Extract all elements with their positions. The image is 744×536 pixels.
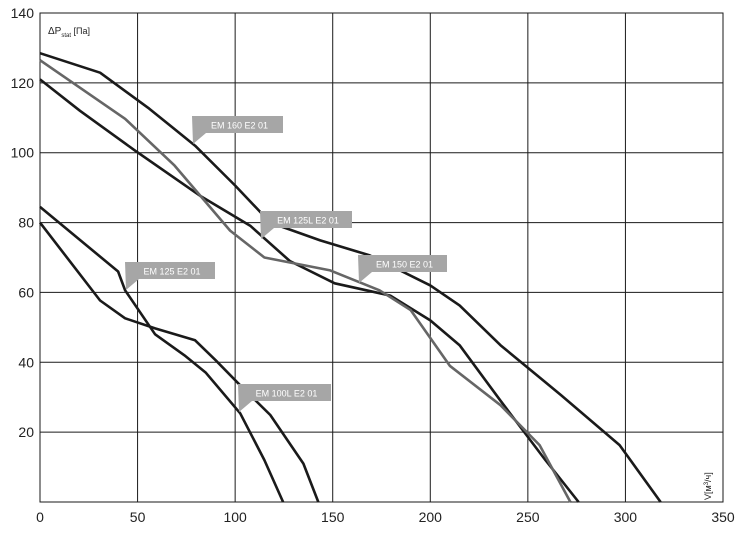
callout xyxy=(192,116,283,144)
series-line xyxy=(39,205,285,503)
callout-label: EM 150 E2 01 xyxy=(376,260,433,270)
y-tick-label: 100 xyxy=(11,145,35,161)
plot-frame xyxy=(39,12,724,503)
callout-label: EM 160 E2 01 xyxy=(211,121,268,131)
series-line xyxy=(39,51,662,503)
y-tick-label: 40 xyxy=(18,354,34,370)
x-tick-label: 100 xyxy=(223,509,247,525)
callout xyxy=(125,262,215,290)
y-tick-label: 120 xyxy=(11,75,35,91)
callout xyxy=(238,384,331,412)
callout xyxy=(358,255,447,283)
x-tick-label: 250 xyxy=(516,509,540,525)
y-tick-label: 80 xyxy=(18,215,34,231)
callout-label: EM 100L E2 01 xyxy=(256,389,318,399)
x-axis-label: V[м3/ч] xyxy=(703,472,713,500)
series-line xyxy=(39,59,572,503)
y-tick-label: 60 xyxy=(18,284,34,300)
callout-label: EM 125 E2 01 xyxy=(143,267,200,277)
y-axis-label: ΔPstat [Па] xyxy=(48,26,90,39)
callout-label: EM 125L E2 01 xyxy=(277,216,339,226)
x-tick-label: 50 xyxy=(130,509,146,525)
x-tick-label: 350 xyxy=(711,509,735,525)
x-tick-label: 200 xyxy=(419,509,443,525)
y-tick-label: 140 xyxy=(11,5,35,21)
x-tick-label: 300 xyxy=(614,509,638,525)
callout xyxy=(260,211,352,239)
y-tick-label: 20 xyxy=(18,424,34,440)
x-tick-label: 150 xyxy=(321,509,345,525)
series-line xyxy=(39,78,580,503)
x-tick-label: 0 xyxy=(36,509,44,525)
series-line xyxy=(38,221,320,503)
